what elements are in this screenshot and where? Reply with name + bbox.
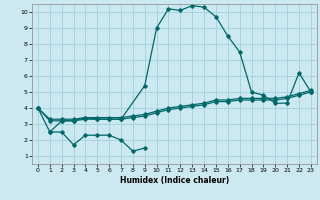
X-axis label: Humidex (Indice chaleur): Humidex (Indice chaleur) [120, 176, 229, 185]
